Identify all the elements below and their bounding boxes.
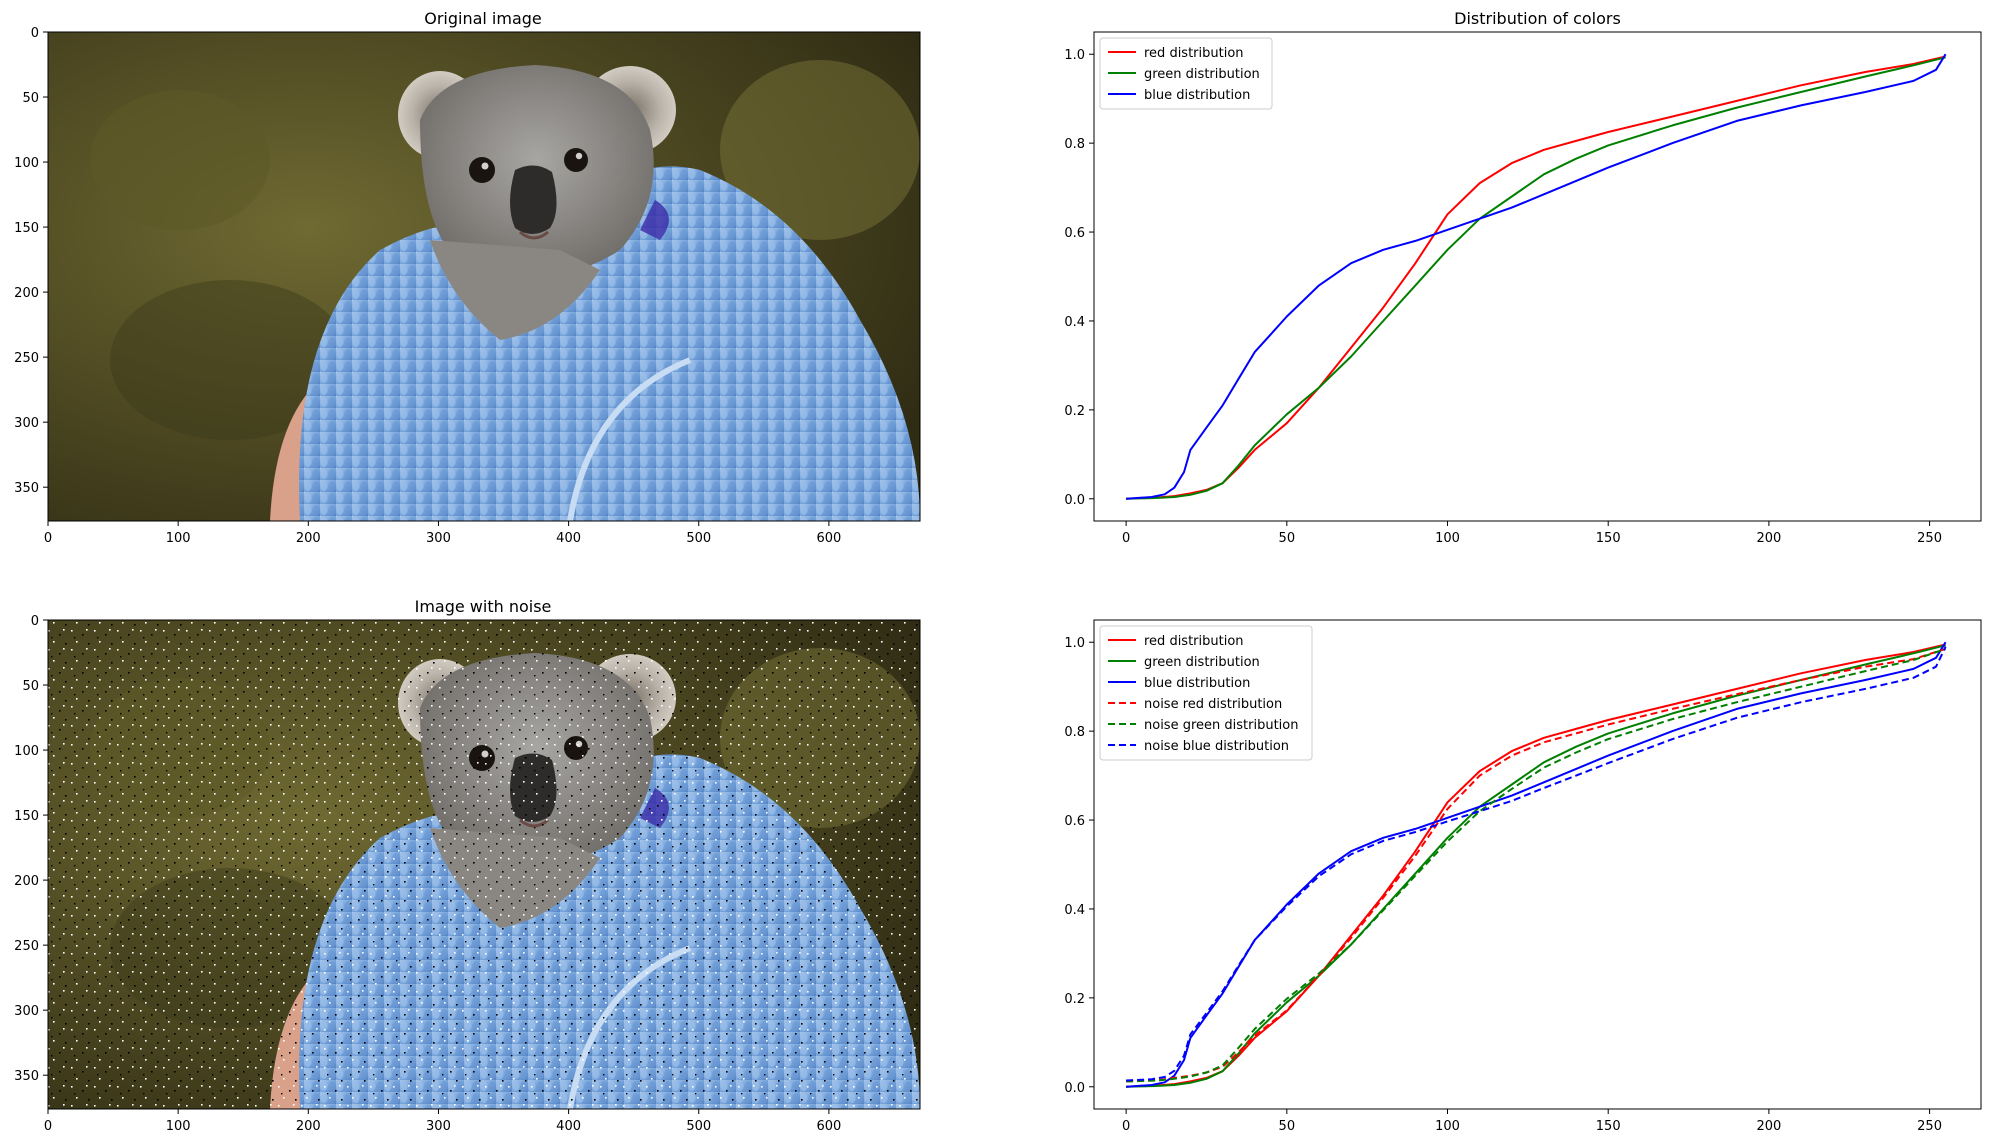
noise-image-frame bbox=[47, 619, 921, 1110]
x-tick-label: 0 bbox=[44, 1119, 52, 1134]
y-tick-label: 0.6 bbox=[1064, 814, 1085, 829]
x-tick-label: 500 bbox=[686, 531, 711, 546]
series-line-blue-distribution bbox=[1126, 53, 1947, 500]
chart-frame bbox=[1093, 619, 1982, 1110]
x-tick-label: 150 bbox=[1596, 1119, 1621, 1134]
x-tick-label: 600 bbox=[816, 1119, 841, 1134]
x-tick-label: 200 bbox=[1756, 531, 1781, 546]
y-tick-label: 300 bbox=[14, 1004, 39, 1019]
y-tick-label: 0.2 bbox=[1064, 992, 1085, 1007]
noise-image-x-ticks: 0 100 200 300 400 500 600 bbox=[44, 1109, 841, 1134]
y-tick-label: 350 bbox=[14, 481, 39, 496]
y-tick-label: 200 bbox=[14, 286, 39, 301]
y-tick-label: 50 bbox=[22, 679, 39, 694]
y-tick-label: 1.0 bbox=[1064, 636, 1085, 651]
legend-label: red distribution bbox=[1144, 634, 1244, 649]
y-tick-label: 100 bbox=[14, 744, 39, 759]
y-tick-label: 0 bbox=[31, 614, 39, 629]
original-image-panel: Original image bbox=[14, 9, 921, 546]
x-tick-label: 200 bbox=[296, 1119, 321, 1134]
noise-distribution-chart: 0 50 100 150 200 250 0.0 0.2 0.4 0.6 0.8 1.0 red dis… bbox=[1064, 619, 1982, 1134]
y-tick-label: 0 bbox=[31, 26, 39, 41]
x-tick-label: 600 bbox=[816, 531, 841, 546]
y-tick-label: 150 bbox=[14, 221, 39, 236]
y-tick-label: 100 bbox=[14, 156, 39, 171]
series-line-red-distribution bbox=[1126, 55, 1946, 500]
x-tick-label: 0 bbox=[1122, 531, 1130, 546]
x-tick-label: 0 bbox=[44, 531, 52, 546]
legend-box bbox=[1099, 37, 1273, 110]
y-tick-label: 50 bbox=[22, 91, 39, 106]
y-tick-label: 150 bbox=[14, 809, 39, 824]
series-line-noise-green-distribution bbox=[1126, 647, 1946, 1083]
x-tick-label: 100 bbox=[1435, 1119, 1460, 1134]
series-line-green-distribution bbox=[1126, 644, 1946, 1088]
original-image-frame bbox=[47, 31, 921, 522]
salt-and-pepper-noise bbox=[48, 620, 920, 1109]
original-image-y-ticks: 0 50 100 150 200 250 300 350 bbox=[14, 26, 48, 496]
y-tick-label: 0.0 bbox=[1064, 493, 1085, 508]
x-tick-label: 200 bbox=[1756, 1119, 1781, 1134]
noise-image-title: Image with noise bbox=[415, 597, 552, 616]
chart-legend: red distribution green distribution blue d… bbox=[1099, 37, 1273, 110]
x-tick-label: 100 bbox=[166, 1119, 191, 1134]
y-tick-label: 0.8 bbox=[1064, 137, 1085, 152]
koala-image bbox=[48, 32, 920, 521]
legend-box bbox=[1099, 625, 1313, 761]
y-tick-label: 0.4 bbox=[1064, 903, 1085, 918]
y-tick-label: 0.6 bbox=[1064, 226, 1085, 241]
x-tick-label: 300 bbox=[426, 531, 451, 546]
legend-label: green distribution bbox=[1144, 67, 1260, 82]
noise-image-y-ticks: 0 50 100 150 200 250 300 350 bbox=[14, 614, 48, 1084]
legend-label: blue distribution bbox=[1144, 88, 1250, 103]
y-tick-label: 0.0 bbox=[1064, 1081, 1085, 1096]
x-tick-label: 200 bbox=[296, 531, 321, 546]
x-tick-label: 0 bbox=[1122, 1119, 1130, 1134]
legend-label: red distribution bbox=[1144, 46, 1244, 61]
x-tick-label: 250 bbox=[1917, 1119, 1942, 1134]
noise-image-panel: Image with noise bbox=[14, 597, 921, 1134]
y-tick-label: 300 bbox=[14, 416, 39, 431]
original-image-title: Original image bbox=[424, 9, 542, 28]
koala-noise-image bbox=[48, 620, 920, 1109]
y-tick-label: 200 bbox=[14, 874, 39, 889]
chart-legend: red distribution green distribution blue d… bbox=[1099, 625, 1313, 761]
x-tick-label: 50 bbox=[1279, 1119, 1296, 1134]
legend-label: blue distribution bbox=[1144, 676, 1250, 691]
y-tick-label: 0.2 bbox=[1064, 404, 1085, 419]
legend-label: noise red distribution bbox=[1144, 697, 1282, 712]
x-tick-label: 50 bbox=[1279, 531, 1296, 546]
x-tick-label: 500 bbox=[686, 1119, 711, 1134]
legend-label: noise blue distribution bbox=[1144, 739, 1289, 754]
original-image-x-ticks: 0 100 200 300 400 500 600 bbox=[44, 521, 841, 546]
x-tick-label: 250 bbox=[1917, 531, 1942, 546]
y-tick-label: 350 bbox=[14, 1069, 39, 1084]
distribution-chart: Distribution of colors 0 50 100 150 200 250 0.0… bbox=[1064, 9, 1982, 546]
x-tick-label: 400 bbox=[556, 531, 581, 546]
x-tick-label: 100 bbox=[166, 531, 191, 546]
series-line-green-distribution bbox=[1126, 56, 1946, 500]
x-tick-label: 150 bbox=[1596, 531, 1621, 546]
y-tick-label: 0.4 bbox=[1064, 315, 1085, 330]
x-tick-label: 100 bbox=[1435, 531, 1460, 546]
y-tick-label: 0.8 bbox=[1064, 725, 1085, 740]
legend-label: green distribution bbox=[1144, 655, 1260, 670]
x-tick-label: 400 bbox=[556, 1119, 581, 1134]
legend-label: noise green distribution bbox=[1144, 718, 1298, 733]
series-line-noise-blue-distribution bbox=[1126, 646, 1947, 1082]
chart-frame bbox=[1093, 31, 1982, 522]
x-tick-label: 300 bbox=[426, 1119, 451, 1134]
chart-title: Distribution of colors bbox=[1454, 9, 1621, 28]
koala bbox=[398, 65, 676, 340]
y-tick-label: 1.0 bbox=[1064, 48, 1085, 63]
y-tick-label: 250 bbox=[14, 939, 39, 954]
y-tick-label: 250 bbox=[14, 351, 39, 366]
series-line-blue-distribution bbox=[1126, 641, 1947, 1088]
